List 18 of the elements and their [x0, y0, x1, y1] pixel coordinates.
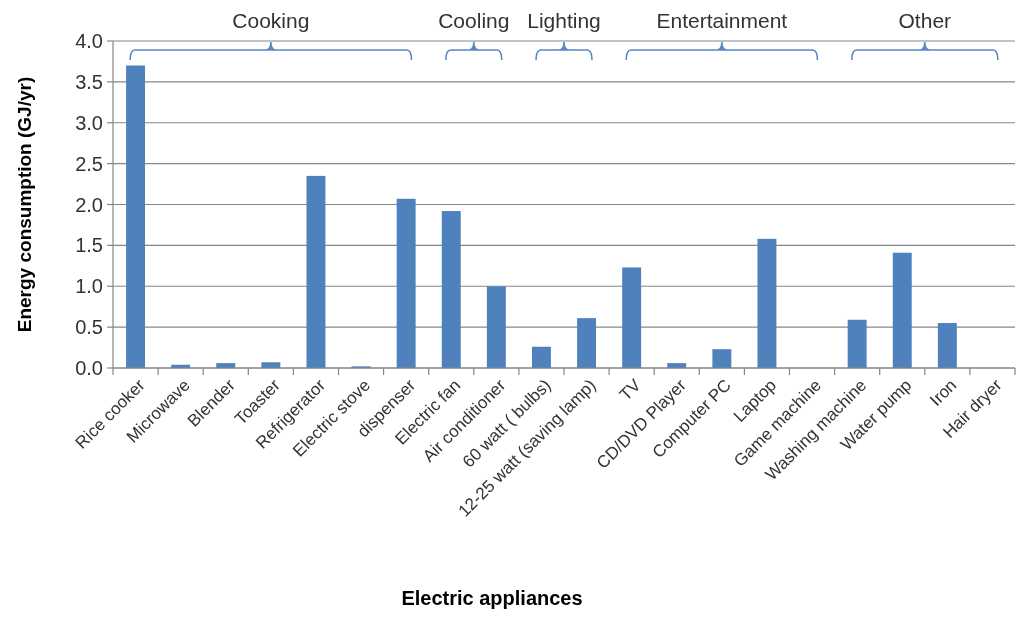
- text: Cooking: [232, 9, 310, 32]
- y-tick-label: 0.0: [75, 357, 103, 379]
- y-tick-label: 2.0: [75, 193, 103, 216]
- text: Entertainment: [656, 9, 788, 32]
- text: Lighting: [527, 9, 601, 32]
- text: Cooling: [438, 9, 510, 32]
- y-tick-label: 0.5: [75, 316, 103, 339]
- x-tick-label: TV: [615, 375, 646, 405]
- y-tick-label: 3.0: [75, 111, 103, 134]
- x-axis-title: Electric appliances: [401, 587, 583, 609]
- y-axis-title: Energy consumption (GJ/yr): [13, 76, 35, 333]
- y-tick-label: 4.0: [75, 30, 103, 52]
- y-tick-label: 3.5: [75, 70, 103, 93]
- x-tick-label: Iron: [926, 375, 961, 410]
- y-tick-label: 2.5: [75, 152, 103, 175]
- y-tick-label: 1.5: [75, 234, 103, 257]
- text: Other: [898, 9, 952, 32]
- y-tick-label: 1.0: [75, 275, 103, 298]
